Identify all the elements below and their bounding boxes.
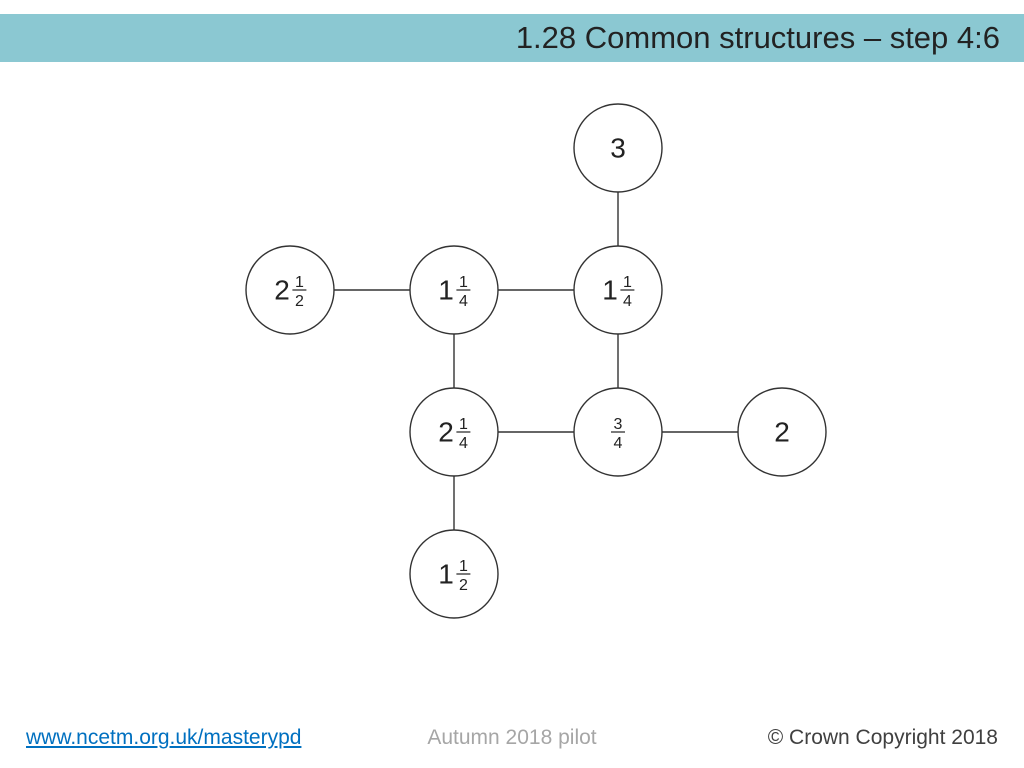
node-n_tl: 114 [410, 246, 498, 334]
node-numerator: 1 [623, 274, 632, 291]
node-whole: 1 [438, 559, 454, 590]
node-denominator: 2 [459, 577, 468, 594]
node-n_br: 34 [574, 388, 662, 476]
node-circle [574, 246, 662, 334]
node-whole: 1 [602, 275, 618, 306]
node-circle [410, 388, 498, 476]
node-circle [246, 246, 334, 334]
node-circle [410, 246, 498, 334]
node-numerator: 1 [295, 274, 304, 291]
node-n_left_ext: 212 [246, 246, 334, 334]
footer-center-text: Autumn 2018 pilot [427, 726, 596, 750]
footer: www.ncetm.org.uk/masterypd Autumn 2018 p… [0, 726, 1024, 750]
footer-copyright: © Crown Copyright 2018 [768, 726, 998, 750]
node-n_bl: 21 4 [410, 388, 498, 476]
nodes-layer: 3212114114214342112 [246, 104, 826, 618]
node-denominator: 4 [459, 435, 468, 452]
node-numerator: 1 [459, 274, 468, 291]
diagram-canvas: 3212114114214342112 [0, 0, 1024, 768]
node-value: 3 [610, 133, 626, 164]
node-n_bottom: 112 [410, 530, 498, 618]
footer-link[interactable]: www.ncetm.org.uk/masterypd [26, 726, 301, 749]
node-numerator: 3 [614, 416, 623, 433]
node-whole: 2 [438, 417, 454, 448]
edges-layer [334, 192, 738, 530]
node-denominator: 4 [623, 293, 632, 310]
node-circle [410, 530, 498, 618]
node-value: 2 [774, 417, 790, 448]
node-n_tr: 114 [574, 246, 662, 334]
node-whole: 1 [438, 275, 454, 306]
node-denominator: 4 [459, 293, 468, 310]
node-numerator: 1 [459, 416, 468, 433]
node-denominator: 2 [295, 293, 304, 310]
node-whole: 2 [274, 275, 290, 306]
node-n_top: 3 [574, 104, 662, 192]
node-n_right_ext: 2 [738, 388, 826, 476]
node-denominator: 4 [614, 435, 623, 452]
node-numerator: 1 [459, 558, 468, 575]
